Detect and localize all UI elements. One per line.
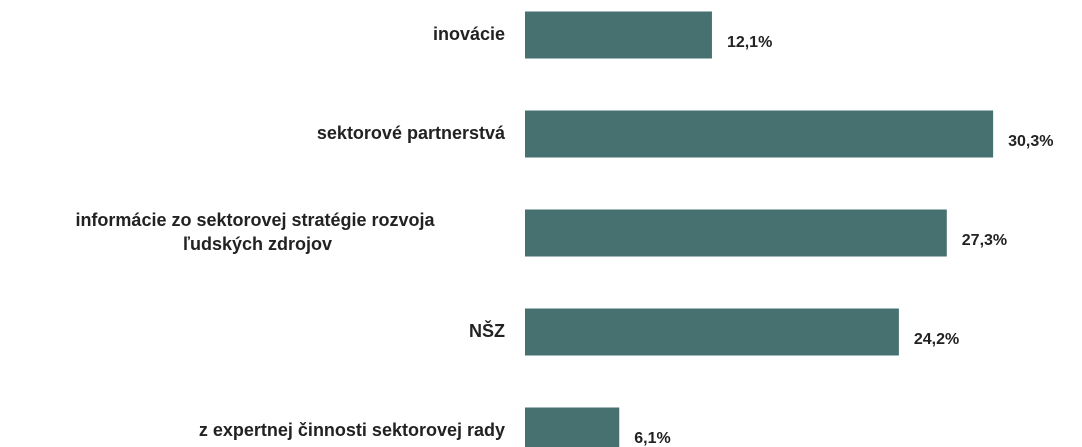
bar: [525, 11, 712, 59]
category-label: z expertnej činnosti sektorovej rady: [199, 420, 505, 440]
value-label: 6,1%: [634, 430, 670, 447]
value-label: 24,2%: [914, 331, 959, 348]
bar: [525, 308, 899, 356]
category-label: NŠZ: [469, 320, 505, 341]
category-label: inovácie: [433, 24, 505, 44]
value-label: 12,1%: [727, 34, 772, 51]
value-label: 27,3%: [962, 232, 1007, 249]
bar: [525, 407, 620, 447]
category-label: informácie zo sektorovej stratégie rozvo…: [75, 210, 439, 254]
bar: [525, 209, 947, 257]
value-label: 30,3%: [1008, 133, 1053, 150]
category-label: sektorové partnerstvá: [317, 123, 506, 143]
bar: [525, 110, 994, 158]
